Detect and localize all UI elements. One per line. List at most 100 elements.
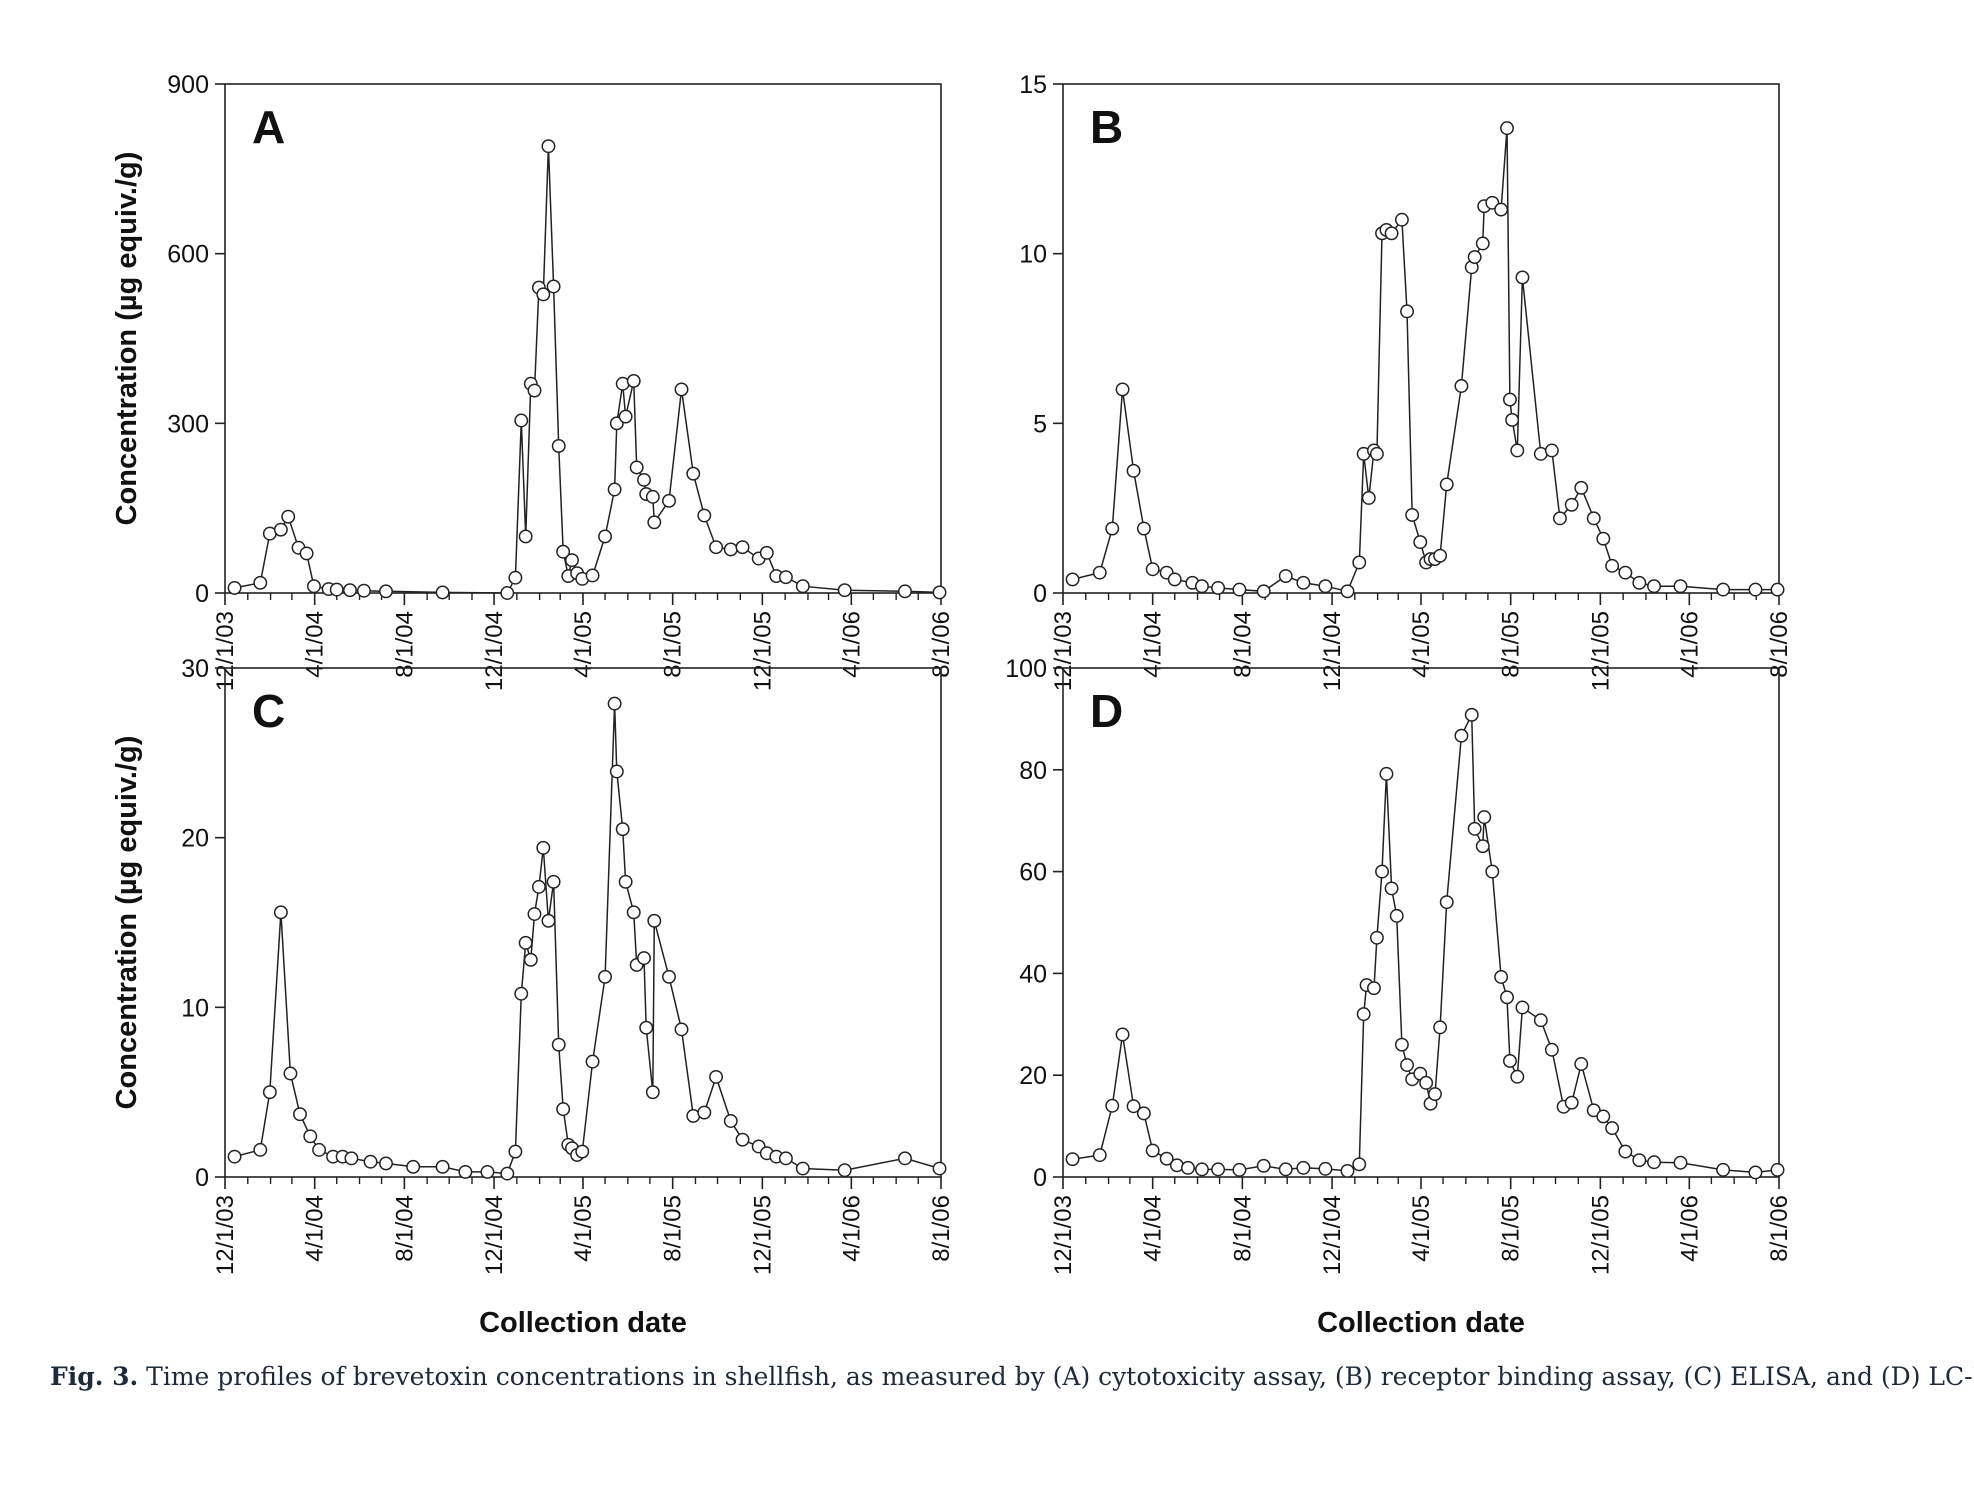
data-point: [546, 279, 561, 294]
data-point: [565, 553, 579, 568]
data-point: [618, 874, 633, 889]
data-point: [1340, 584, 1355, 599]
data-point: [1145, 1143, 1160, 1158]
data-point: [1477, 810, 1492, 825]
data-point: [508, 570, 523, 585]
data-point: [1115, 1027, 1130, 1042]
x-tick-label: 12/1/05: [749, 611, 776, 691]
data-point: [379, 584, 393, 599]
data-point: [1400, 1058, 1414, 1072]
data-point: [546, 874, 561, 889]
data-point: [598, 529, 613, 544]
data-point: [1544, 1042, 1559, 1057]
data-point: [518, 935, 533, 950]
data-point: [518, 529, 533, 544]
x-tick-label: 4/1/06: [1676, 1195, 1703, 1262]
y-tick-label: 80: [1019, 757, 1047, 785]
data-point: [837, 583, 852, 598]
data-point: [1500, 121, 1514, 136]
data-point: [1632, 1153, 1647, 1168]
data-point: [1105, 521, 1120, 536]
x-tick-label: 4/1/04: [1140, 611, 1167, 678]
data-point: [500, 586, 515, 600]
y-tick-label: 60: [1019, 859, 1047, 887]
data-point: [1500, 990, 1514, 1005]
data-point: [1454, 379, 1469, 393]
data-point: [1510, 1069, 1525, 1084]
data-point: [1126, 463, 1141, 478]
y-tick-label: 0: [1033, 1164, 1047, 1192]
data-point: [1194, 1162, 1209, 1177]
data-point: [541, 139, 556, 154]
x-tick-label: 4/1/04: [302, 1195, 329, 1262]
data-point: [607, 696, 622, 711]
data-point: [618, 409, 633, 424]
data-point: [1296, 1160, 1311, 1175]
data-point: [343, 583, 357, 598]
data-point: [293, 1107, 307, 1122]
x-tick-label: 12/1/04: [1319, 611, 1346, 691]
data-point: [1278, 569, 1293, 583]
data-point: [281, 509, 296, 524]
data-point: [1384, 881, 1399, 896]
data-point: [1428, 1087, 1442, 1101]
data-point: [551, 439, 566, 453]
data-point: [514, 986, 529, 1001]
plot-frame: [1062, 667, 1780, 1178]
data-point: [1340, 1163, 1355, 1178]
data-point: [523, 952, 538, 967]
data-point: [697, 1105, 712, 1120]
data-point: [435, 585, 450, 600]
panel-label: C: [252, 685, 285, 737]
data-point: [1515, 270, 1530, 285]
data-point: [480, 1164, 495, 1179]
x-tick-label: 4/1/05: [1408, 611, 1435, 678]
data-point: [1352, 555, 1367, 570]
data-point: [1126, 1099, 1141, 1114]
data-point: [1211, 580, 1226, 595]
data-point: [898, 584, 912, 599]
data-point: [1618, 565, 1633, 580]
data-point: [662, 969, 676, 984]
data-point: [303, 1129, 318, 1144]
data-point: [759, 545, 774, 560]
y-tick-label: 15: [1019, 71, 1047, 99]
data-point: [629, 460, 644, 475]
data-point: [1105, 1098, 1120, 1113]
data-point: [1136, 521, 1151, 536]
x-tick-label: 4/1/06: [1676, 611, 1703, 678]
x-axis-title: Collection date: [479, 1307, 687, 1339]
y-tick-label: 20: [181, 825, 209, 853]
data-point: [1748, 582, 1763, 597]
data-point: [585, 1054, 600, 1069]
data-point: [645, 1085, 660, 1100]
data-point: [1167, 572, 1182, 587]
data-point: [795, 1161, 810, 1176]
data-point: [262, 1085, 277, 1100]
data-point: [697, 508, 712, 523]
y-tick-label: 0: [195, 580, 209, 608]
x-tick-label: 4/1/05: [1408, 1195, 1435, 1262]
data-point: [344, 1151, 359, 1166]
data-point: [1296, 575, 1311, 590]
caption-text: Time profiles of brevetoxin concentratio…: [138, 1362, 1974, 1391]
data-point: [626, 373, 641, 388]
data-point: [1367, 981, 1381, 996]
y-tick-label: 40: [1019, 960, 1047, 988]
data-point: [1361, 491, 1376, 505]
x-tick-label: 4/1/04: [302, 611, 329, 678]
data-point: [435, 1159, 450, 1174]
x-tick-label: 12/1/05: [749, 1195, 776, 1275]
x-axis-title: Collection date: [1317, 1307, 1525, 1339]
data-point: [1618, 1144, 1633, 1159]
plot-frame: [1062, 83, 1780, 594]
data-point: [709, 1069, 724, 1084]
data-point: [1194, 579, 1209, 594]
x-tick-label: 8/1/04: [391, 1195, 418, 1262]
data-point: [795, 579, 810, 594]
panel-label: D: [1090, 685, 1123, 737]
data-point: [735, 540, 750, 555]
data-point: [1515, 1000, 1530, 1015]
data-point: [363, 1154, 378, 1169]
